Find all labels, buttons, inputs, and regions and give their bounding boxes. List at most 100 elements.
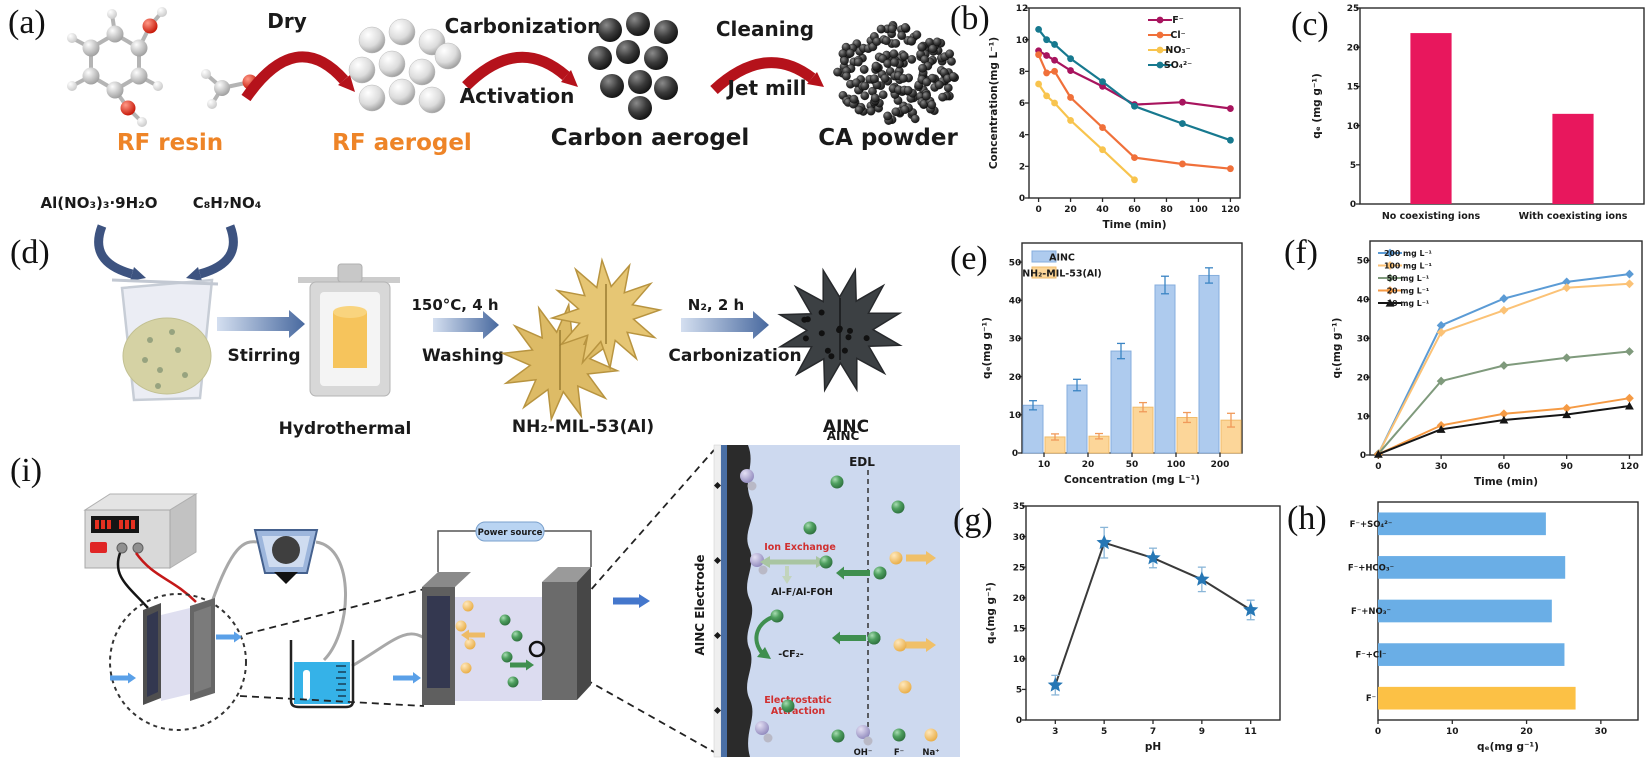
svg-text:200: 200	[1211, 460, 1230, 470]
flow-out-arrow	[216, 631, 242, 643]
carbonization-d-label: Carbonization	[668, 346, 801, 366]
svg-text:25: 25	[1347, 4, 1360, 14]
n2-label: N₂, 2 h	[688, 296, 744, 314]
chart-b-series-3	[1035, 25, 1234, 144]
svg-text:20: 20	[1082, 460, 1095, 470]
svg-text:20: 20	[1357, 373, 1370, 383]
panel-e-label: (e)	[950, 240, 988, 277]
ca-powder-cluster	[833, 20, 959, 125]
fluoride-arrow-1	[836, 566, 870, 580]
svg-text:5: 5	[1101, 727, 1107, 737]
dry-arrow	[241, 51, 355, 102]
cation-arrow	[461, 629, 485, 641]
chart-f-plot: 0 10 20 30 40 50 0 30 60 90 120 200 mg L⁻¹ 100 mg L⁻…	[1331, 240, 1643, 488]
svg-text:30: 30	[1435, 462, 1448, 472]
jet-mill-label: Jet mill	[726, 76, 807, 100]
svg-text:40: 40	[1096, 205, 1109, 215]
svg-text:10: 10	[1013, 655, 1026, 665]
svg-text:100 mg L⁻¹: 100 mg L⁻¹	[1384, 262, 1432, 271]
svg-text:80: 80	[1160, 205, 1173, 215]
anion-arrow	[510, 659, 534, 671]
chart-b-series-2	[1035, 80, 1138, 184]
cell-cations	[455, 600, 476, 674]
carbon-aerogel-label: Carbon aerogel	[551, 125, 750, 151]
electrode-pair	[143, 598, 215, 705]
svg-text:0: 0	[1375, 727, 1381, 737]
svg-text:0: 0	[1019, 194, 1025, 204]
cell-anions	[499, 614, 523, 688]
svg-text:7: 7	[1150, 727, 1156, 737]
svg-text:Concentration (mg L⁻¹): Concentration (mg L⁻¹)	[1064, 474, 1200, 486]
hbar-1	[1378, 556, 1566, 579]
sodium-arrow-2	[906, 638, 936, 652]
power-button	[90, 542, 107, 553]
svg-text:25: 25	[1013, 563, 1026, 573]
svg-text:Time (min): Time (min)	[1474, 476, 1538, 488]
svg-text:60: 60	[1498, 462, 1511, 472]
reagent-2-label: C₈H₇NO₄	[193, 194, 262, 212]
panel-i-label: (i)	[10, 452, 43, 489]
svg-text:With coexisting ions: With coexisting ions	[1519, 211, 1628, 222]
svg-text:5: 5	[1016, 686, 1022, 696]
flow-in-arrow	[110, 672, 136, 684]
panel-g-label: (g)	[953, 502, 993, 539]
carbonization-arrow-d	[681, 311, 769, 339]
stir-bar	[303, 670, 310, 700]
power-supply	[83, 493, 198, 569]
svg-text:0: 0	[1012, 449, 1018, 459]
svg-text:30: 30	[1357, 334, 1370, 344]
autoclave	[298, 263, 400, 397]
svg-text:No coexisting ions: No coexisting ions	[1382, 211, 1481, 222]
washing-label: Washing	[422, 346, 504, 366]
chart-e-series-0	[1022, 267, 1220, 454]
cell-out-arrow	[613, 594, 650, 608]
svg-text:35: 35	[1013, 502, 1026, 512]
ion-legend	[856, 725, 938, 746]
cleaning-arrow	[710, 57, 824, 95]
chart-c: 0 5 10 15 20 25 No coexisting ions With coexist…	[1311, 4, 1645, 222]
svg-text:F⁻+HCO₃⁻: F⁻+HCO₃⁻	[1348, 563, 1394, 573]
svg-text:5: 5	[1350, 161, 1356, 171]
svg-text:0: 0	[1360, 451, 1366, 461]
reagent-1-label: Al(NO₃)₃·9H₂O	[41, 194, 158, 212]
svg-text:30: 30	[1009, 335, 1022, 345]
chart-h: F⁻+SO₄²⁻ F⁻+HCO₃⁻ F⁻+NO₃⁻ F⁻+Cl⁻ F⁻ 0 10 20 30 qₑ…	[1348, 501, 1639, 753]
ainc-crystal	[777, 267, 903, 393]
svg-text:100: 100	[1167, 460, 1186, 470]
panel-h-label: (h)	[1287, 500, 1327, 537]
resorcinol-molecule	[67, 7, 167, 127]
panel-b-label: (b)	[950, 0, 990, 37]
zoom-circle	[109, 593, 247, 731]
solution-beaker	[289, 640, 355, 709]
svg-text:100: 100	[1189, 205, 1208, 215]
chart-f-series-1	[1373, 279, 1634, 459]
power-source-label: Power source	[478, 528, 543, 538]
bar-No coexisting ions	[1410, 33, 1452, 204]
panel-a-diagram: Dry Carbonization Activation Cleaning Je…	[67, 7, 959, 156]
black-wire	[116, 552, 149, 609]
svg-text:50: 50	[1009, 258, 1022, 268]
activation-label: Activation	[460, 84, 575, 108]
chart-f: 0 10 20 30 40 50 0 30 60 90 120 200 mg L⁻¹ 100 mg L⁻…	[1331, 240, 1643, 488]
svg-text:30: 30	[1595, 727, 1608, 737]
stirring-label: Stirring	[227, 346, 300, 366]
beaker-with-gel	[111, 278, 219, 402]
svg-text:0: 0	[1350, 200, 1356, 210]
na-label: Na⁺	[922, 748, 939, 758]
sodium-arrow-1	[906, 551, 936, 565]
electrostatic-label-2: Attraction	[771, 706, 825, 717]
svg-text:3: 3	[1052, 727, 1058, 737]
rf-resin-label: RF resin	[117, 130, 223, 156]
svg-text:12: 12	[1016, 4, 1029, 14]
svg-text:10: 10	[1357, 412, 1370, 422]
cell-in-arrow	[393, 672, 421, 684]
svg-text:10: 10	[1009, 411, 1022, 421]
svg-text:40: 40	[1357, 296, 1370, 306]
electrode-surface	[727, 445, 753, 757]
mof-crystals	[499, 257, 663, 423]
chart-e: 0 10 20 30 40 50 10 20 50 100 200 AINC NH₂-MIL-53(Al…	[981, 242, 1243, 486]
inset-title: AINC	[827, 429, 860, 443]
